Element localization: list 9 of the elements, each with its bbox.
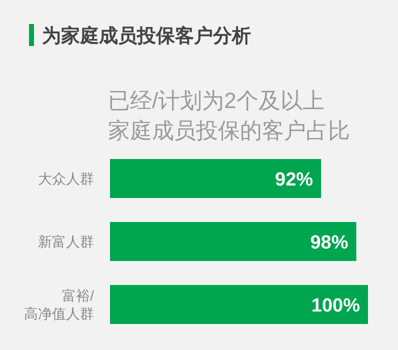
text: 已经/计划为2个及以上 [108,88,324,113]
data-label: 100% [311,296,360,316]
text: 家庭成员投保的客户占比 [108,118,350,143]
y-tick-label: 大众人群 [38,170,94,186]
data-label: 98% [310,232,348,254]
data-label: 92% [275,170,314,190]
chart-title: 为家庭成员投保客户分析 [42,25,251,47]
y-tick-label: 新富人群 [38,234,94,250]
y-tick-label: 富裕/ 高净值人群 [24,288,94,322]
